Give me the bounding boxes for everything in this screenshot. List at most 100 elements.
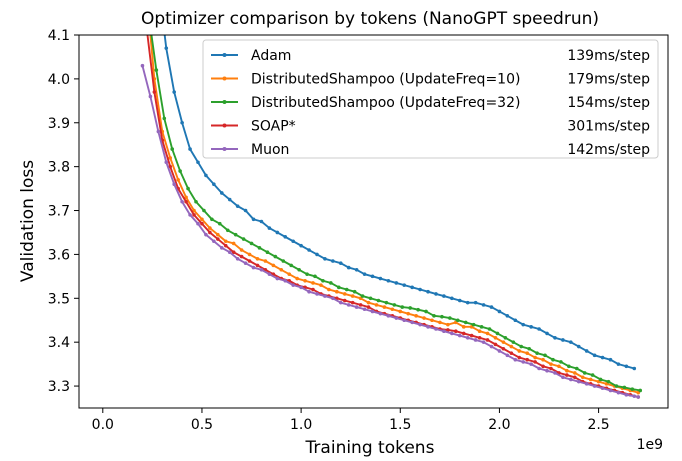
data-point: [152, 90, 157, 94]
data-point: [307, 248, 311, 252]
data-point: [362, 307, 367, 312]
data-point: [352, 289, 357, 294]
data-point: [378, 276, 383, 281]
data-point: [329, 281, 333, 285]
data-point: [346, 265, 351, 270]
data-point: [216, 232, 220, 237]
data-point: [231, 241, 236, 246]
data-point: [291, 283, 295, 287]
data-point: [561, 375, 565, 380]
data-point: [233, 232, 238, 237]
data-point: [551, 357, 555, 362]
data-point: [592, 384, 597, 388]
data-point: [485, 331, 490, 336]
data-point: [192, 208, 196, 213]
data-point: [479, 325, 484, 329]
data-point: [418, 287, 422, 292]
data-point: [247, 252, 252, 257]
data-point: [501, 340, 506, 344]
data-point: [164, 160, 169, 165]
plot-frame: [78, 34, 669, 409]
data-point: [287, 272, 292, 276]
data-point: [259, 219, 264, 224]
data-point: [315, 252, 319, 257]
legend-label: Muon: [251, 142, 289, 158]
data-point: [374, 303, 379, 307]
legend-entry: Adam 139ms/step: [211, 48, 650, 64]
data-point: [519, 344, 524, 349]
data-point: [156, 129, 161, 134]
data-point: [630, 387, 635, 391]
data-point: [219, 246, 224, 250]
data-point: [398, 309, 403, 314]
data-point: [358, 303, 363, 307]
data-point: [549, 362, 553, 366]
data-point: [463, 320, 468, 325]
data-point: [235, 204, 240, 208]
data-point: [450, 331, 454, 336]
data-point: [311, 281, 315, 285]
data-point: [346, 303, 351, 307]
data-point: [402, 318, 407, 323]
data-point: [485, 338, 490, 342]
data-point: [176, 178, 180, 182]
data-point: [342, 298, 347, 303]
series-layer: [140, 35, 643, 399]
data-point: [251, 265, 256, 270]
data-point: [495, 331, 500, 336]
data-point: [251, 217, 256, 222]
x-axis-label: Training tokens: [305, 438, 435, 458]
data-point: [247, 259, 252, 263]
data-point: [632, 366, 637, 371]
data-point: [164, 46, 169, 50]
data-point: [225, 228, 230, 233]
data-point: [410, 285, 414, 290]
data-point: [410, 320, 414, 325]
legend-entry: DistributedShampoo (UpdateFreq=32) 154ms/…: [211, 95, 650, 111]
data-point: [208, 226, 212, 230]
data-point: [541, 357, 545, 362]
x-axis: 0.0 0.5 1.0 1.5 2.0 2.5: [92, 408, 610, 433]
data-point: [493, 342, 498, 347]
data-point: [446, 328, 450, 332]
data-point: [370, 274, 375, 279]
data-point: [545, 331, 549, 336]
data-point: [335, 289, 339, 294]
data-point: [265, 250, 270, 255]
data-point: [281, 259, 286, 263]
data-point: [386, 314, 391, 318]
data-point: [273, 254, 278, 259]
data-point: [283, 278, 288, 283]
y-axis-label: Validation loss: [18, 160, 38, 282]
data-point: [402, 283, 407, 287]
data-point: [525, 351, 529, 355]
data-point: [263, 259, 268, 263]
data-point: [442, 294, 446, 298]
data-point: [430, 318, 434, 323]
data-point: [406, 311, 411, 316]
data-point: [323, 257, 327, 261]
data-point: [440, 314, 444, 319]
data-point: [608, 357, 613, 362]
data-point: [497, 309, 502, 314]
data-point: [608, 388, 613, 393]
data-point: [223, 239, 228, 244]
data-point: [303, 278, 307, 283]
data-point: [489, 344, 494, 349]
data-point: [535, 351, 539, 355]
data-point: [469, 333, 474, 338]
legend-label: DistributedShampoo (UpdateFreq=10): [251, 72, 520, 88]
data-point: [299, 243, 303, 248]
data-point: [509, 351, 514, 355]
data-point: [311, 287, 315, 292]
data-point: [184, 195, 188, 200]
data-point: [148, 94, 153, 99]
data-point: [219, 191, 224, 195]
data-point: [394, 316, 399, 320]
data-point: [208, 230, 212, 235]
data-point: [584, 382, 589, 386]
legend-marker: [222, 100, 227, 104]
data-point: [545, 368, 549, 373]
